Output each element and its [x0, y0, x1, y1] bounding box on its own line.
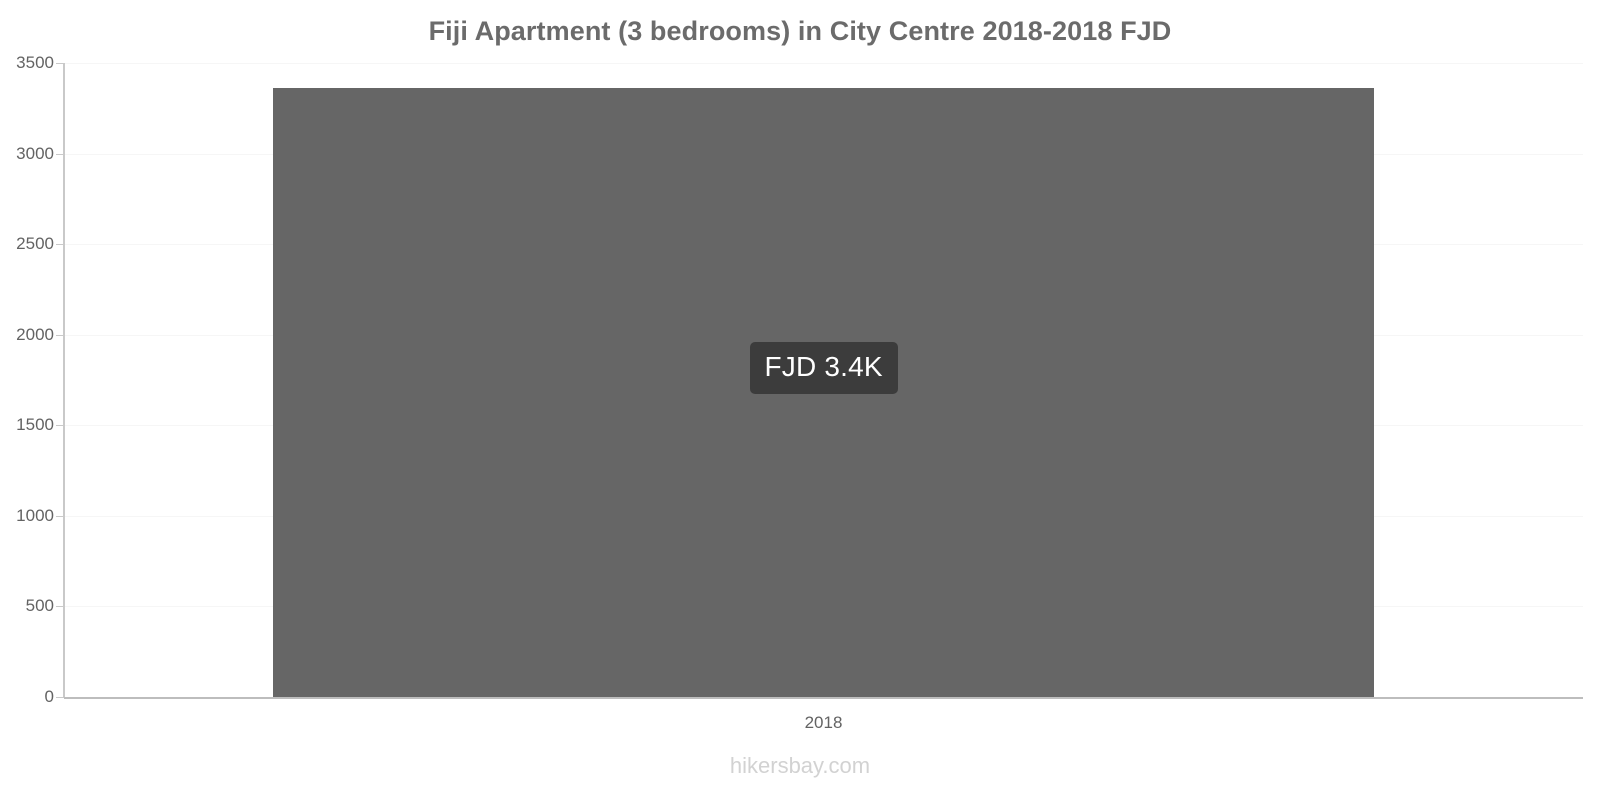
y-axis-tick [56, 334, 64, 336]
y-axis-tick-label: 3000 [16, 143, 54, 163]
y-axis-tick-label: 1500 [16, 415, 54, 435]
y-axis-tick-label: 3500 [16, 53, 54, 72]
chart-title: Fiji Apartment (3 bedrooms) in City Cent… [428, 16, 1172, 46]
y-axis-tick [56, 425, 64, 427]
y-axis-tick [56, 606, 64, 608]
y-axis-line [63, 63, 65, 698]
y-axis-tick-label: 2500 [16, 234, 54, 254]
gridline [64, 63, 1583, 64]
y-axis-tick-label: 1000 [16, 505, 54, 525]
x-axis-tick-label: 2018 [804, 713, 843, 732]
y-axis-tick-label: 500 [25, 596, 54, 616]
y-axis-tick-label: 0 [44, 687, 54, 706]
y-axis-tick [56, 697, 64, 698]
y-axis-tick-label: 2000 [16, 324, 54, 344]
y-axis-tick [56, 244, 64, 246]
watermark: hikersbay.com [729, 753, 871, 778]
bar-value-label: FJD 3.4K [749, 342, 898, 395]
y-axis-tick [56, 515, 64, 517]
y-axis-tick [56, 63, 64, 64]
x-axis-line [64, 697, 1583, 699]
y-axis-tick [56, 153, 64, 155]
